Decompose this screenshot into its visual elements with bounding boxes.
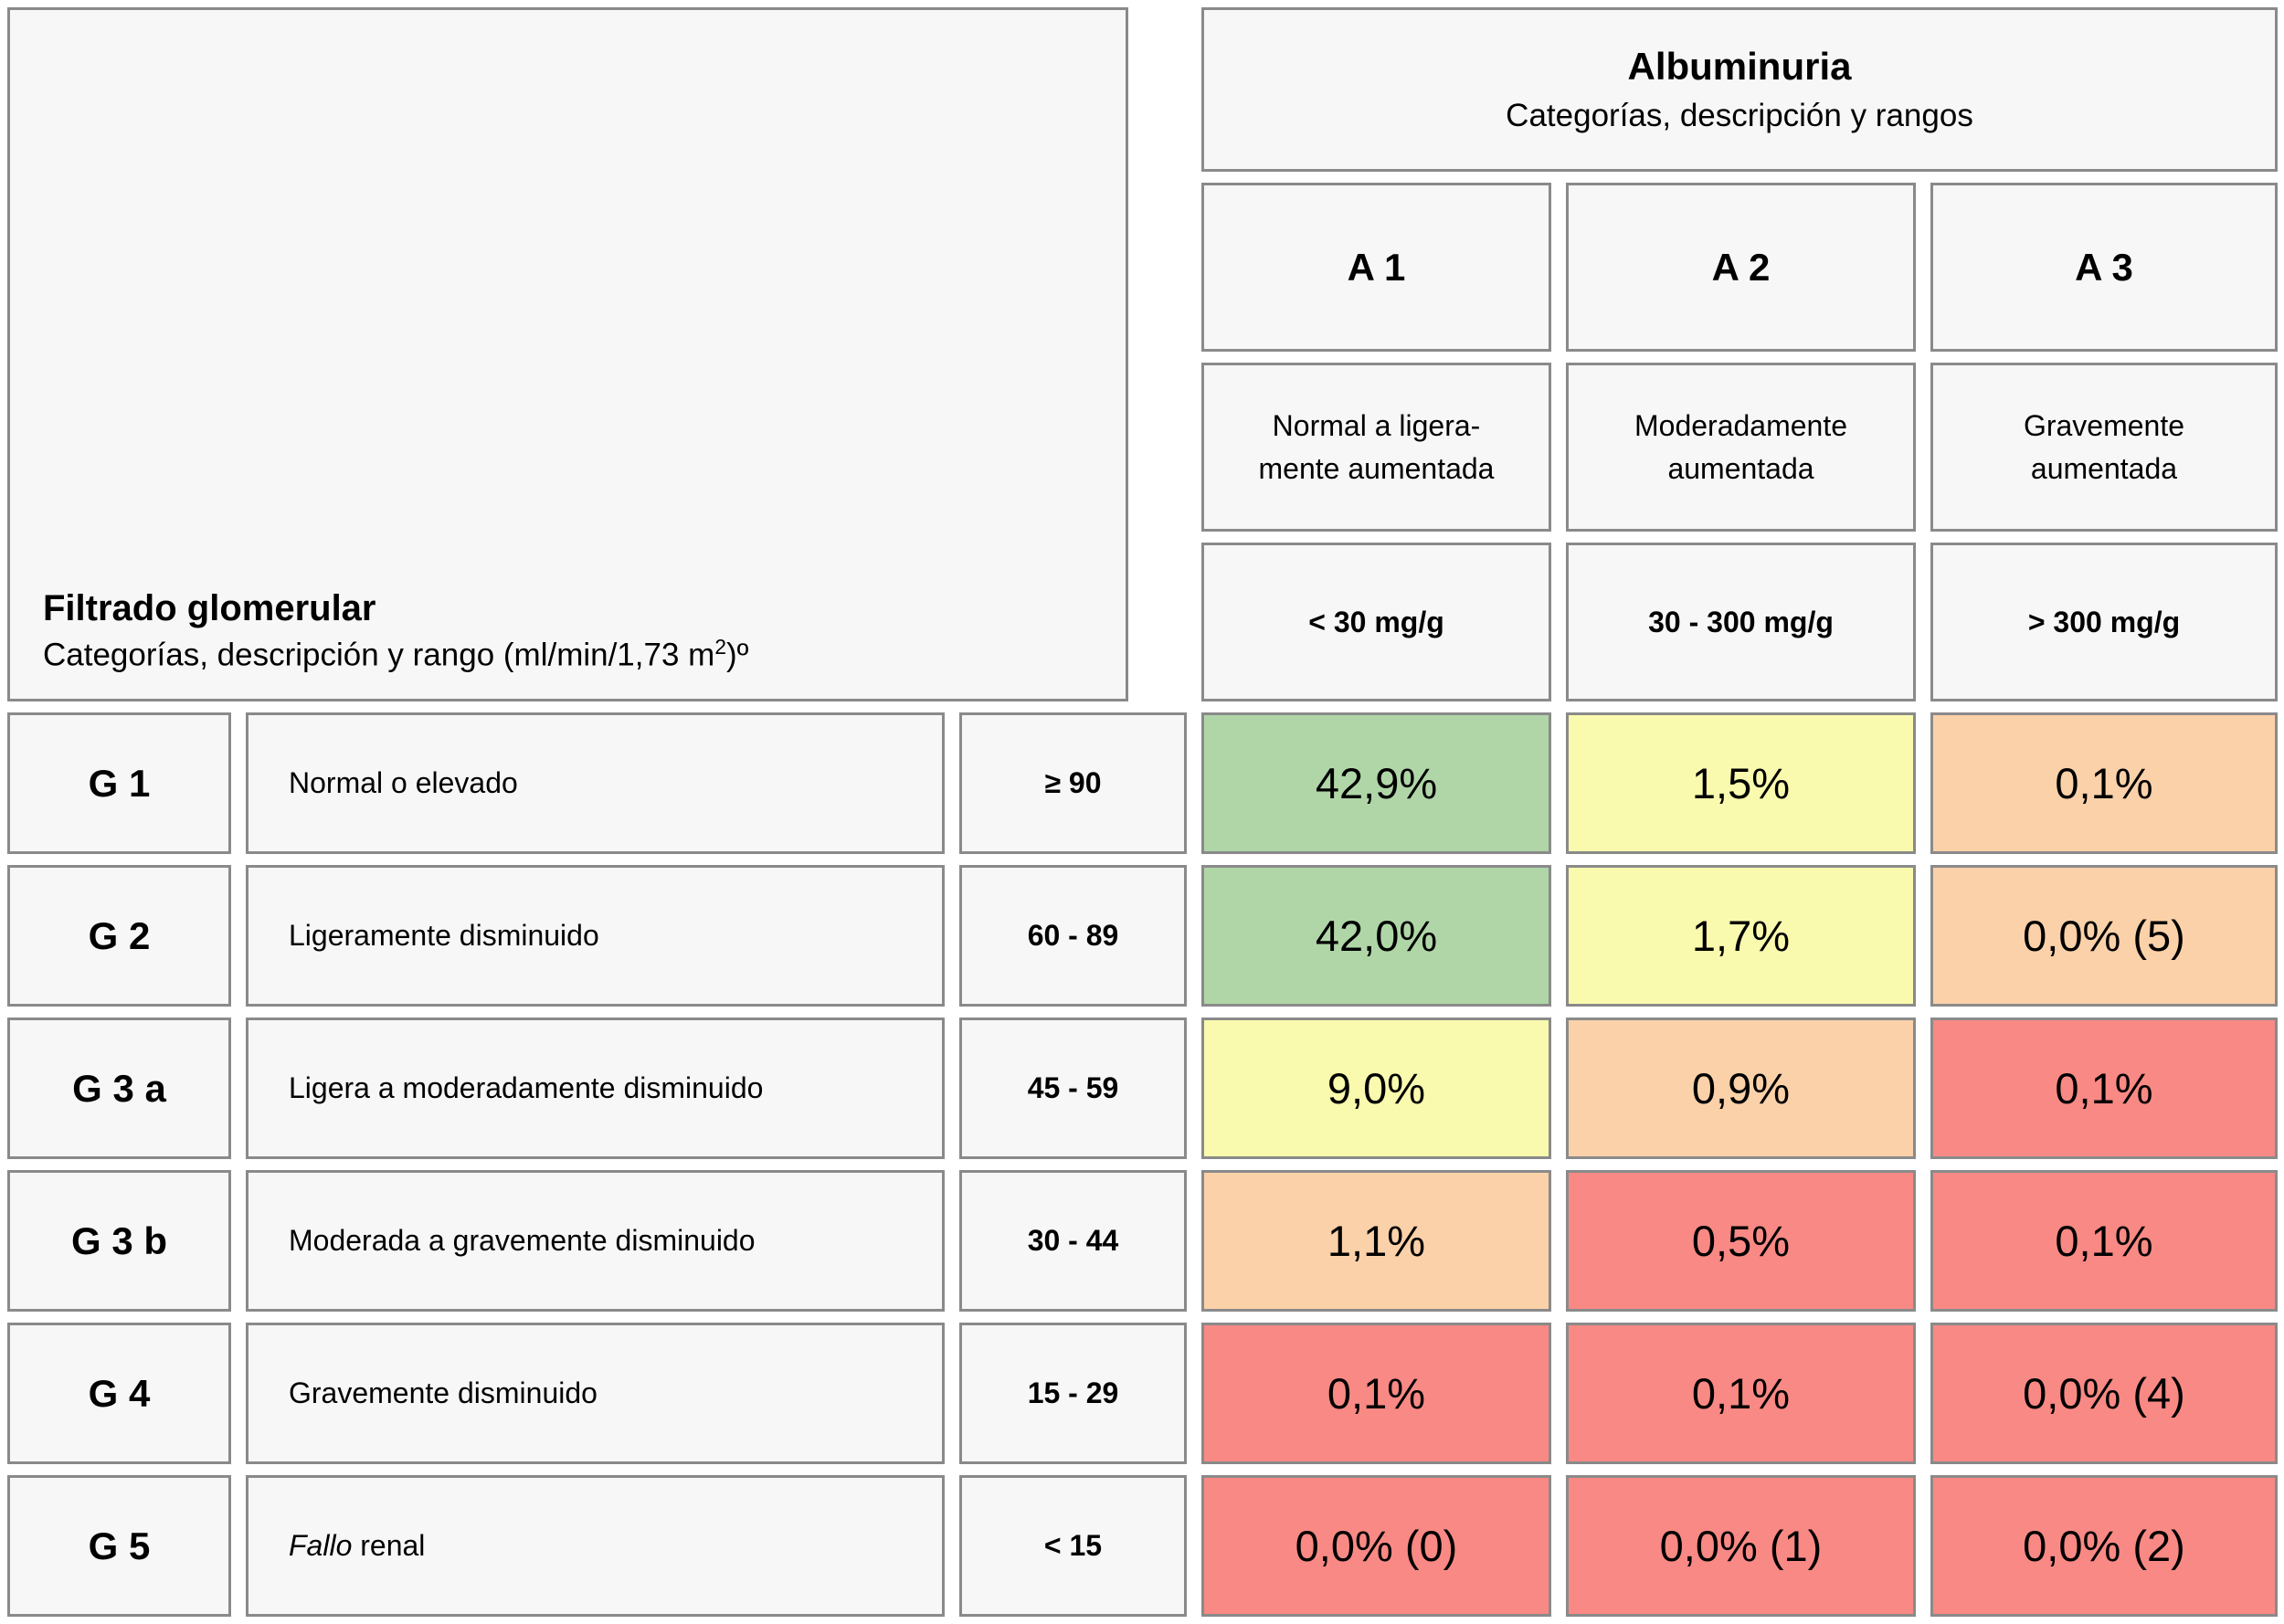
gfr-row-description-g3a: Ligera a moderadamente disminuido	[246, 1018, 945, 1159]
a1-description-text: Normal a ligera-mente aumentada	[1258, 409, 1495, 485]
albuminuria-axis-header: Albuminuria Categorías, descripción y ra…	[1201, 7, 2278, 172]
heatmap-cell-g2-a2: 1,7%	[1566, 865, 1916, 1007]
gfr-row-code-g1: G 1	[7, 712, 231, 854]
gfr-row-description-g2: Ligeramente disminuido	[246, 865, 945, 1007]
heatmap-cell-g3b-a2: 0,5%	[1566, 1170, 1916, 1312]
gfr-row-range-g3a: 45 - 59	[959, 1018, 1187, 1159]
heatmap-cell-g2-a3: 0,0% (5)	[1930, 865, 2278, 1007]
heatmap-cell-g3a-a3: 0,1%	[1930, 1018, 2278, 1159]
gfr-row-code-g3b: G 3 b	[7, 1170, 231, 1312]
heatmap-cell-g4-a2: 0,1%	[1566, 1323, 1916, 1464]
heatmap-cell-g3a-a1: 9,0%	[1201, 1018, 1551, 1159]
gfr-axis-subtitle-prefix: Categorías, descripción y rango (ml/min/…	[43, 637, 715, 673]
gfr-row-description-g3b: Moderada a gravemente disminuido	[246, 1170, 945, 1312]
heatmap-cell-g1-a2: 1,5%	[1566, 712, 1916, 854]
albuminuria-category-code-a3: A 3	[1930, 183, 2278, 352]
heatmap-cell-g1-a1: 42,9%	[1201, 712, 1551, 854]
heatmap-cell-g1-a3: 0,1%	[1930, 712, 2278, 854]
heatmap-cell-g4-a3: 0,0% (4)	[1930, 1323, 2278, 1464]
heatmap-cell-g3a-a2: 0,9%	[1566, 1018, 1916, 1159]
gfr-row-code-g3a: G 3 a	[7, 1018, 231, 1159]
gfr-row-code-g4: G 4	[7, 1323, 231, 1464]
gfr-axis-subtitle-superscript: 2	[714, 635, 726, 659]
gfr-row-range-g3b: 30 - 44	[959, 1170, 1187, 1312]
gfr-axis-title: Filtrado glomerular	[43, 588, 376, 629]
a3-description-text: Gravemente aumentada	[2023, 409, 2185, 485]
albuminuria-axis-subtitle: Categorías, descripción y rangos	[1506, 98, 1973, 134]
albuminuria-category-code-a1: A 1	[1201, 183, 1551, 352]
gfr-row-range-g4: 15 - 29	[959, 1323, 1187, 1464]
heatmap-cell-g4-a1: 0,1%	[1201, 1323, 1551, 1464]
gfr-axis-header: Filtrado glomerular Categorías, descripc…	[7, 7, 1128, 701]
heatmap-cell-g5-a1: 0,0% (0)	[1201, 1475, 1551, 1617]
heatmap-cell-g5-a3: 0,0% (2)	[1930, 1475, 2278, 1617]
heatmap-cell-g2-a1: 42,0%	[1201, 865, 1551, 1007]
albuminuria-category-description-a2: Moderadamente aumentada	[1566, 363, 1916, 532]
gfr-axis-subtitle: Categorías, descripción y rango (ml/min/…	[43, 633, 748, 677]
albuminuria-axis-title: Albuminuria	[1627, 44, 1852, 88]
gfr-row-range-g1: ≥ 90	[959, 712, 1187, 854]
heatmap-cell-g3b-a1: 1,1%	[1201, 1170, 1551, 1312]
a2-description-text: Moderadamente aumentada	[1634, 409, 1848, 485]
gfr-row-range-g5: < 15	[959, 1475, 1187, 1617]
heatmap-cell-g5-a2: 0,0% (1)	[1566, 1475, 1916, 1617]
albuminuria-category-description-a3: Gravemente aumentada	[1930, 363, 2278, 532]
gfr-row-code-g2: G 2	[7, 865, 231, 1007]
gfr-row-description-g4: Gravemente disminuido	[246, 1323, 945, 1464]
heatmap-cell-g3b-a3: 0,1%	[1930, 1170, 2278, 1312]
albuminuria-category-range-a2: 30 - 300 mg/g	[1566, 543, 1916, 701]
albuminuria-category-description-a1: Normal a ligera-mente aumentada	[1201, 363, 1551, 532]
albuminuria-category-range-a1: < 30 mg/g	[1201, 543, 1551, 701]
albuminuria-category-range-a3: > 300 mg/g	[1930, 543, 2278, 701]
gfr-row-range-g2: 60 - 89	[959, 865, 1187, 1007]
gfr-row-description-g1: Normal o elevado	[246, 712, 945, 854]
gfr-axis-subtitle-suffix: )º	[725, 637, 749, 673]
gfr-row-code-g5: G 5	[7, 1475, 231, 1617]
albuminuria-category-code-a2: A 2	[1566, 183, 1916, 352]
gfr-row-description-g5: Fallo renal	[246, 1475, 945, 1617]
